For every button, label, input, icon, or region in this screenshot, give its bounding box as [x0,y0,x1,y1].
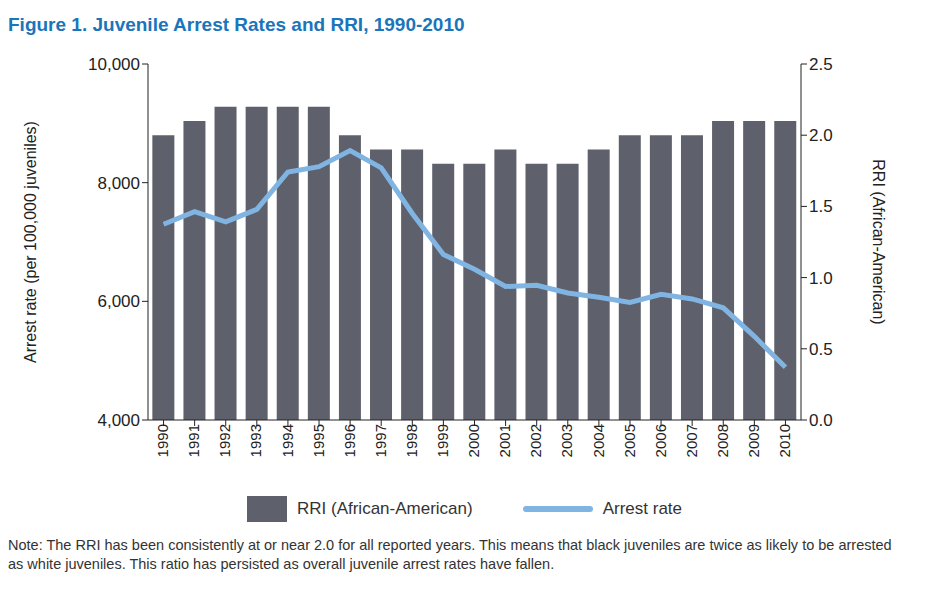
svg-text:8,000: 8,000 [97,174,140,193]
svg-text:1.5: 1.5 [809,197,833,216]
svg-text:1999: 1999 [434,424,451,457]
svg-text:2.5: 2.5 [809,55,833,74]
svg-text:2004: 2004 [590,424,607,457]
svg-text:2002: 2002 [527,424,544,457]
svg-text:1996: 1996 [341,424,358,457]
svg-text:1994: 1994 [279,424,296,457]
svg-text:1.0: 1.0 [809,269,833,288]
svg-text:1991: 1991 [185,424,202,457]
svg-text:0.5: 0.5 [809,340,833,359]
svg-text:2005: 2005 [621,424,638,457]
html-text:Arrest rate: Arrest rate [602,499,682,518]
svg-text:1998: 1998 [403,424,420,457]
html-text:Figure 1. Juvenile Arrest Rate: Figure 1. Juvenile Arrest Rates and RRI,… [8,14,465,35]
svg-text:2008: 2008 [714,424,731,457]
svg-text:10,000: 10,000 [88,55,140,74]
svg-text:2.0: 2.0 [809,126,833,145]
svg-text:2000: 2000 [465,424,482,457]
svg-text:6,000: 6,000 [97,292,140,311]
svg-text:Arrest rate (per 100,000 juven: Arrest rate (per 100,000 juveniles) [22,121,39,363]
svg-text:0.0: 0.0 [809,411,833,430]
svg-text:2003: 2003 [558,424,575,457]
html-text:Note: The RRI has been consist: Note: The RRI has been consistently at o… [8,537,892,572]
svg-text:4,000: 4,000 [97,411,140,430]
svg-text:2007: 2007 [683,424,700,457]
svg-text:2009: 2009 [745,424,762,457]
svg-text:1995: 1995 [310,424,327,457]
svg-text:2010: 2010 [776,424,793,457]
svg-text:2006: 2006 [652,424,669,457]
svg-text:RRI (African-American): RRI (African-American) [870,159,887,324]
svg-text:1993: 1993 [247,424,264,457]
svg-text:1997: 1997 [372,424,389,457]
svg-text:1992: 1992 [216,424,233,457]
svg-text:1990: 1990 [154,424,171,457]
svg-text:2001: 2001 [496,424,513,457]
html-text:RRI (African-American): RRI (African-American) [297,499,473,518]
